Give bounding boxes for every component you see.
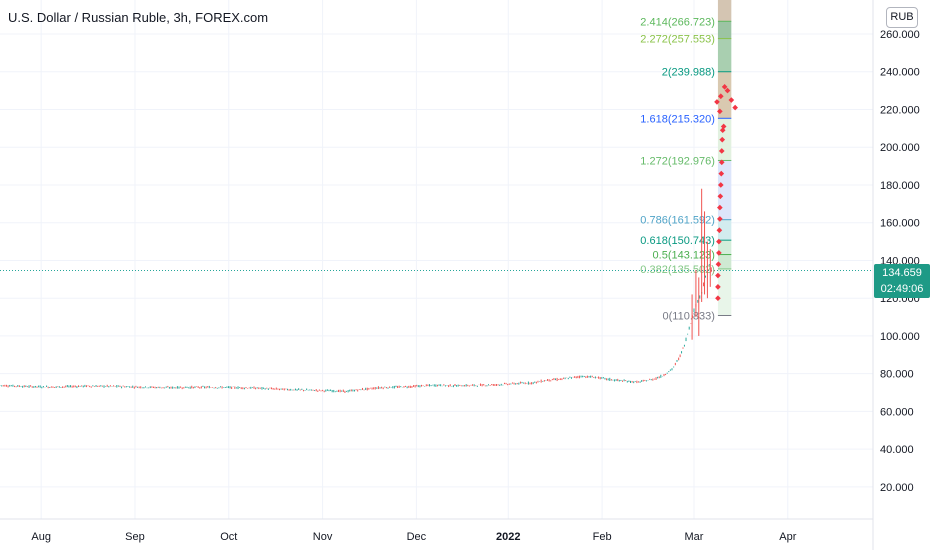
fib-band — [717, 38, 732, 72]
y-tick-label: 180.000 — [880, 180, 920, 192]
fib-level-label: 0.618(150.743) — [640, 235, 715, 247]
y-tick-label: 220.000 — [880, 104, 920, 116]
fib-band — [717, 219, 732, 241]
projection-point — [724, 87, 731, 94]
projection-point — [719, 136, 726, 143]
last-price-tag: 134.659 02:49:06 — [874, 264, 930, 298]
y-tick-label: 240.000 — [880, 67, 920, 79]
fib-band — [717, 160, 732, 220]
x-tick-label: Nov — [313, 531, 333, 543]
last-price-value: 134.659 — [882, 267, 922, 279]
fib-level-label: 1.618(215.320) — [640, 113, 715, 125]
y-tick-label: 40.000 — [880, 444, 914, 456]
y-tick-label: 20.000 — [880, 482, 914, 494]
fib-level-label: 1.272(192.976) — [640, 155, 715, 167]
projection-point — [718, 170, 725, 177]
projection-point — [728, 97, 735, 103]
x-tick-label: Mar — [685, 531, 704, 543]
projection-point — [721, 83, 728, 90]
fib-band — [717, 268, 732, 316]
x-tick-label: Feb — [593, 531, 612, 543]
fib-band — [717, 254, 732, 269]
y-tick-label: 200.000 — [880, 142, 920, 154]
x-tick-label: Sep — [125, 531, 145, 543]
x-tick-label: Aug — [31, 531, 51, 543]
projection-point — [718, 159, 725, 166]
projection-point — [714, 99, 720, 105]
projection-point — [716, 250, 722, 256]
fib-level-label: 0.786(161.592) — [640, 215, 715, 227]
projection-point — [715, 261, 722, 268]
y-tick-label: 160.000 — [880, 218, 920, 230]
projection-point — [715, 272, 721, 279]
fib-band — [717, 71, 732, 119]
projection-point — [717, 93, 724, 100]
fib-level-label: 2.414(266.723) — [640, 16, 715, 28]
chart-title: U.S. Dollar / Russian Ruble, 3h, FOREX.c… — [8, 10, 269, 25]
projection-point — [716, 238, 722, 245]
y-tick-label: 260.000 — [880, 29, 920, 41]
projection-point — [717, 204, 723, 211]
projection-point — [716, 227, 723, 234]
projection-point — [717, 193, 724, 200]
projection-point — [717, 182, 724, 188]
x-tick-label: Oct — [220, 531, 237, 543]
y-tick-label: 100.000 — [880, 331, 920, 343]
projection-point — [732, 104, 738, 111]
y-tick-label: 60.000 — [880, 406, 914, 418]
fib-level-label: 2(239.988) — [662, 67, 715, 79]
x-tick-label: 2022 — [496, 531, 520, 543]
projection-point — [718, 148, 725, 154]
fib-band — [717, 21, 732, 39]
bar-countdown: 02:49:06 — [880, 283, 924, 295]
fib-band — [717, 0, 732, 22]
projection-point — [715, 284, 721, 290]
fib-level-label: 2.272(257.553) — [640, 34, 715, 46]
projection-point — [715, 295, 721, 302]
fib-level-label: 0.382(135.502) — [640, 264, 715, 276]
fib-band — [717, 240, 732, 255]
projection-point — [720, 123, 727, 130]
fib-level-label: 0.5(143.123) — [653, 250, 715, 262]
projection-point — [717, 108, 723, 115]
x-tick-label: Dec — [407, 531, 427, 543]
currency-badge[interactable]: RUB — [886, 7, 918, 28]
fib-level-label: 0(110.833) — [663, 310, 715, 322]
y-tick-label: 80.000 — [880, 369, 914, 381]
x-tick-label: Apr — [779, 531, 796, 543]
projection-point — [717, 216, 723, 222]
